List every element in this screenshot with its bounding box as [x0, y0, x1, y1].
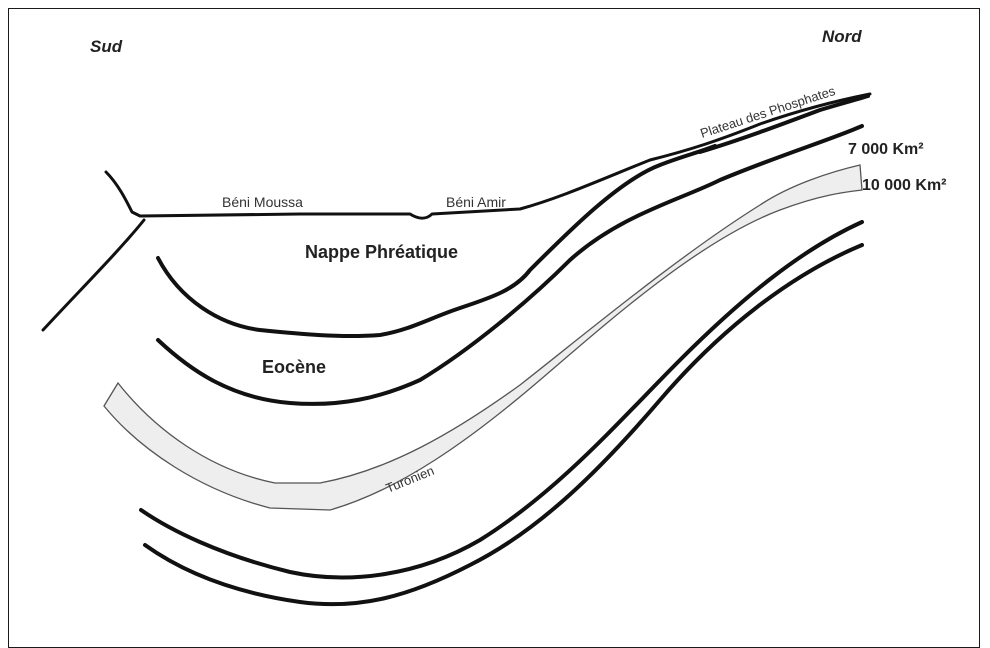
deep-layer-2 — [143, 243, 864, 607]
label-south: Sud — [90, 37, 123, 56]
turonien-layer — [103, 164, 863, 511]
label-north: Nord — [822, 27, 862, 46]
plateau-boundary — [698, 94, 870, 154]
eocene-boundary — [156, 124, 864, 406]
label-nappe-phreatique: Nappe Phréatique — [305, 242, 458, 262]
label-beni-amir: Béni Amir — [446, 194, 506, 210]
label-beni-moussa: Béni Moussa — [222, 194, 303, 210]
surface-line — [104, 92, 872, 220]
label-area-7000: 7 000 Km² — [848, 141, 924, 158]
deep-layer-1 — [139, 220, 864, 580]
geologic-cross-section: Sud Nord Plateau des Phosphates Béni Mou… — [41, 27, 947, 607]
nappe-phreatique-boundary — [156, 144, 717, 339]
label-area-10000: 10 000 Km² — [862, 177, 947, 194]
surface-left-slope — [41, 218, 146, 332]
label-eocene: Eocène — [262, 357, 326, 377]
